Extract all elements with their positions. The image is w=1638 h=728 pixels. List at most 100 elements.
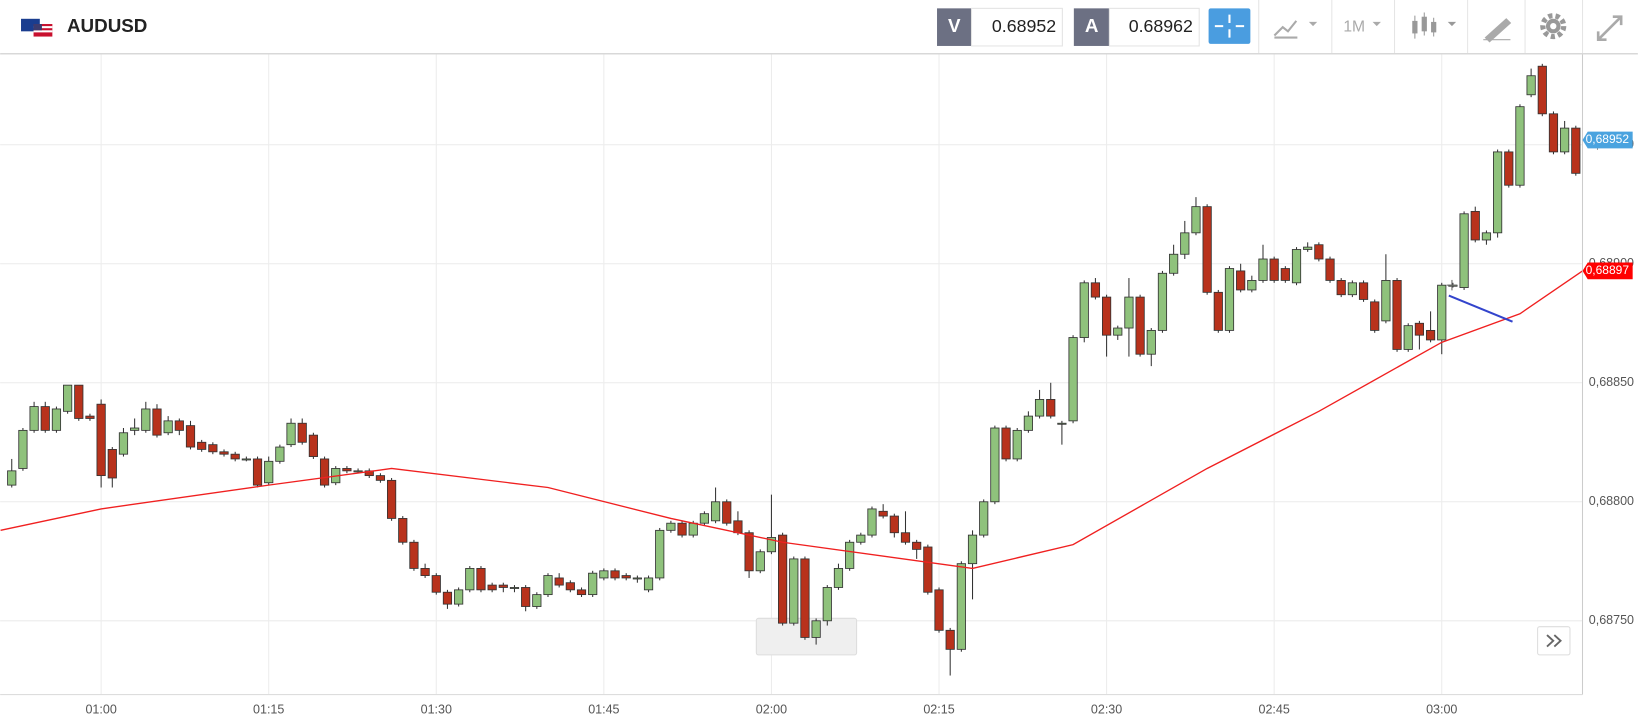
candle-body (398, 518, 408, 543)
candle-body (1202, 206, 1212, 293)
candle-body (990, 427, 1000, 503)
candle-body (1034, 399, 1045, 417)
candle-body (755, 551, 765, 572)
candle-body (308, 434, 318, 457)
ask-tag: A (1085, 15, 1099, 36)
symbol: AUDUSD (67, 15, 147, 36)
candle-body (1101, 296, 1112, 336)
candle-body (1180, 232, 1190, 255)
candle-body (185, 425, 196, 448)
timeframe-arrow (1372, 21, 1381, 27)
crosshair-button[interactable] (1208, 8, 1251, 44)
candle-body (96, 403, 106, 477)
candle-body (7, 470, 17, 486)
ask-value-box (1108, 7, 1200, 47)
candle-body (130, 427, 140, 431)
candle-body (454, 589, 464, 605)
candle-body (1548, 113, 1559, 153)
axes: 01:00 01:15 01:30 01:45 02:00 02:15 02:30 02:45… (85, 131, 1634, 717)
price-badge-label: 0,68897 (1586, 263, 1630, 277)
candle-body (1124, 296, 1134, 329)
candle-body (845, 541, 855, 569)
candle-body (677, 522, 687, 536)
candle-body (1504, 151, 1514, 186)
candle-body (1224, 268, 1235, 331)
candle-body (923, 546, 933, 593)
candle-body (1157, 272, 1168, 331)
candle-body (509, 587, 520, 589)
drawing-tools-button[interactable] (1483, 18, 1512, 43)
candle-body (264, 460, 274, 484)
candle-body (342, 468, 352, 472)
candle-body (688, 522, 698, 536)
candle-body (18, 429, 28, 469)
bid-price: 0.68952 (992, 16, 1056, 36)
candle-body (1135, 296, 1145, 355)
candle-body (1403, 325, 1413, 350)
candle-body (286, 422, 296, 446)
fullscreen-button[interactable] (1596, 15, 1623, 41)
candle-body (632, 577, 642, 580)
candle-body (409, 541, 419, 569)
candle-body (1303, 246, 1313, 250)
candle-body (85, 415, 95, 419)
candle-body (1236, 270, 1246, 291)
moving-average-line (0, 270, 1583, 570)
candle-body (40, 406, 50, 431)
candle-body (1057, 422, 1067, 425)
candle-body (655, 529, 665, 579)
candle-body (610, 570, 620, 579)
scroll-right-button[interactable] (1537, 626, 1571, 656)
candle-body (643, 577, 654, 591)
timeframe-button[interactable]: 1M (1343, 18, 1365, 35)
candle-body (1213, 291, 1223, 331)
candle-body (867, 508, 877, 536)
candle-body (1537, 65, 1547, 115)
candle-body (442, 591, 453, 605)
candle-body (934, 589, 944, 631)
y-tick-label: 0,68850 (1589, 375, 1634, 389)
candle-body (1526, 75, 1536, 96)
bid-tag: V (948, 15, 961, 36)
candle-body (465, 568, 475, 591)
price-badge-label: 0,68952 (1586, 132, 1630, 146)
candle-body (275, 446, 285, 462)
candle-body (386, 479, 397, 519)
candle-body (778, 534, 788, 624)
candle-body (789, 558, 799, 624)
candle-body (800, 558, 810, 638)
candle-body (543, 575, 553, 596)
trend-line-drawing[interactable] (1448, 294, 1513, 323)
candle-body (1459, 213, 1469, 288)
candle-body (241, 458, 251, 461)
candle-body (51, 408, 62, 431)
candle-body (1046, 399, 1056, 417)
candle-body (375, 475, 386, 481)
indicators-button[interactable] (1273, 20, 1318, 39)
candle-body (565, 582, 575, 591)
x-tick-label: 02:30 (1091, 703, 1122, 717)
settings-button[interactable] (1540, 13, 1567, 40)
price-badge: 0,68897 (1582, 262, 1633, 280)
candle-body (710, 501, 721, 522)
candle-body (1258, 258, 1268, 281)
candle-body (856, 534, 866, 543)
candle-body (979, 501, 989, 536)
candle-body (1571, 127, 1581, 174)
candle-body (599, 570, 609, 579)
candle-body (889, 515, 899, 534)
y-tick-label: 0,68800 (1589, 494, 1634, 508)
candle-body (1481, 232, 1492, 241)
candle-body (353, 470, 363, 473)
candle-body (1325, 258, 1335, 281)
candle-body (141, 408, 151, 431)
candle-body (1392, 280, 1402, 350)
crosshair-marker (1446, 279, 1458, 291)
chart-type-button[interactable] (1412, 12, 1457, 39)
candle-body (174, 420, 184, 431)
candle-body (722, 501, 732, 524)
candle-body (1068, 337, 1078, 422)
x-tick-label: 01:00 (85, 703, 116, 717)
